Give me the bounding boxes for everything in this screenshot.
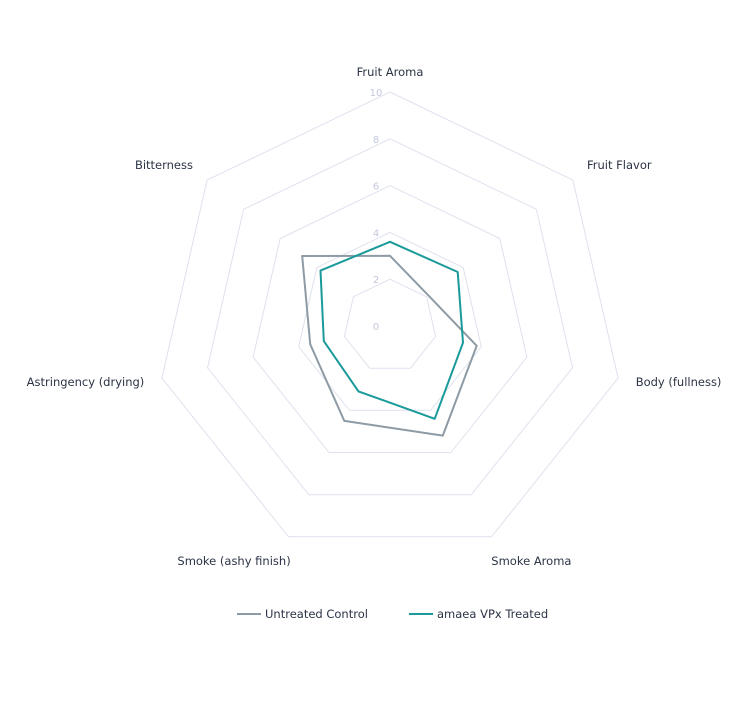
grid-layer (161, 91, 619, 538)
tick-labels: 0 2 4 6 8 10 (370, 88, 383, 333)
legend: Untreated Control amaea VPx Treated (237, 607, 548, 621)
series-layer (301, 240, 478, 437)
grid-ring-2 (343, 278, 437, 369)
grid-ring-4 (298, 231, 482, 411)
tick-label-8: 8 (373, 135, 379, 146)
grid-ring-8 (206, 138, 574, 496)
axis-label-1: Fruit Flavor (587, 158, 652, 172)
legend-item-1[interactable]: amaea VPx Treated (409, 607, 548, 621)
grid-ring-6 (252, 185, 528, 453)
legend-item-0[interactable]: Untreated Control (237, 607, 368, 621)
tick-label-2: 2 (373, 275, 379, 286)
tick-label-0: 0 (373, 322, 379, 333)
grid-ring-10 (161, 91, 619, 538)
tick-label-10: 10 (370, 88, 383, 99)
series-line-0 (301, 254, 478, 437)
axis-label-2: Body (fullness) (636, 375, 722, 389)
series-line-1 (319, 240, 464, 420)
axis-labels: Fruit Aroma Fruit Flavor Body (fullness) Sm… (27, 65, 722, 568)
legend-label-1: amaea VPx Treated (437, 607, 548, 621)
legend-label-0: Untreated Control (265, 607, 368, 621)
tick-label-6: 6 (373, 182, 379, 193)
tick-label-4: 4 (373, 228, 379, 239)
axis-label-4: Smoke (ashy finish) (177, 554, 290, 568)
axis-label-3: Smoke Aroma (491, 554, 571, 568)
axis-label-6: Bitterness (135, 158, 193, 172)
axis-label-0: Fruit Aroma (357, 65, 424, 79)
axis-label-5: Astringency (drying) (27, 375, 145, 389)
